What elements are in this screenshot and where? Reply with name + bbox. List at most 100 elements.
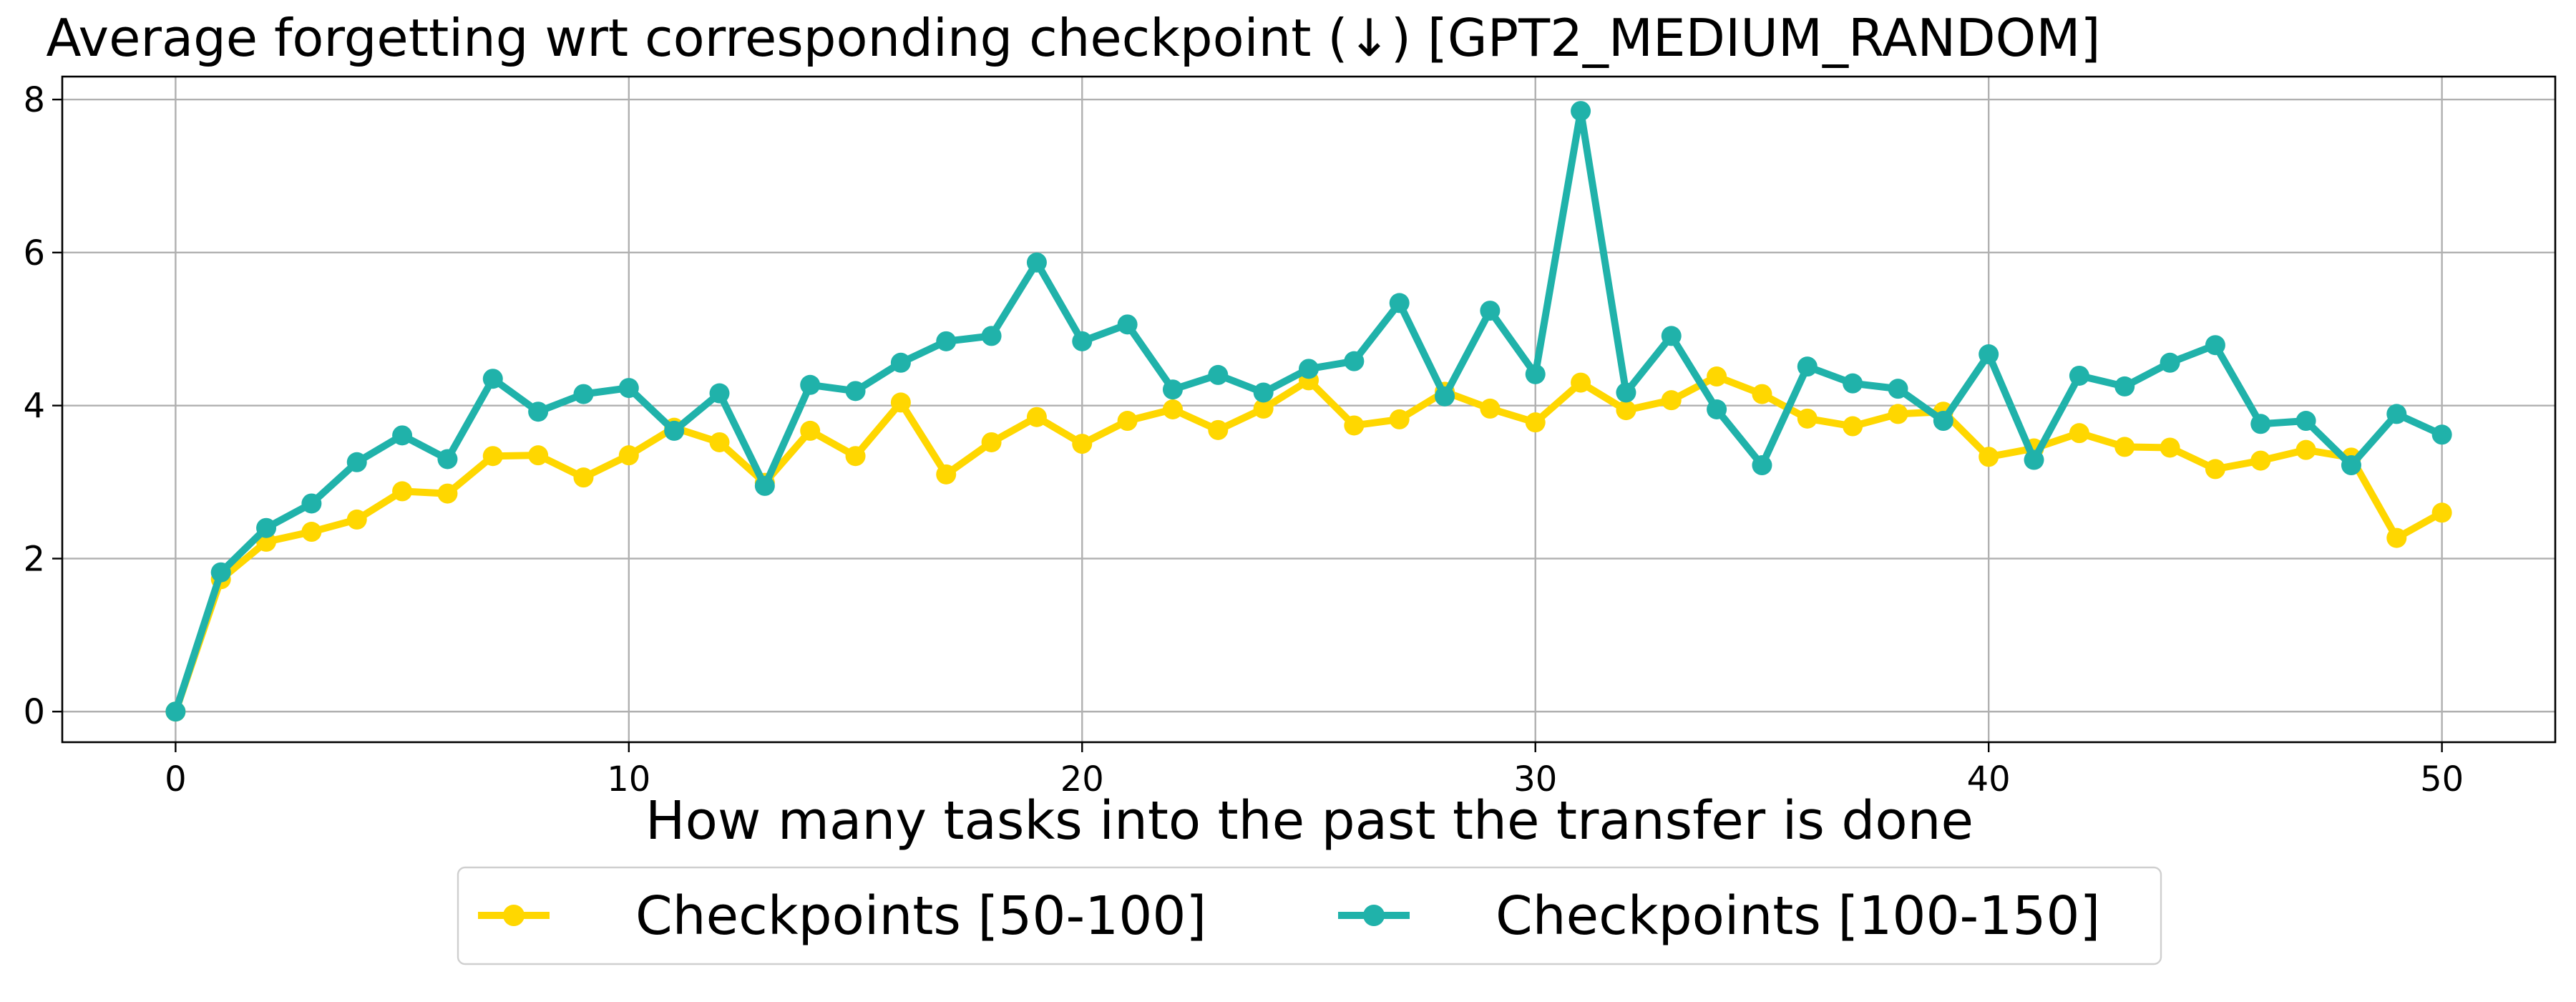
data-point — [1344, 415, 1365, 436]
data-point — [1344, 351, 1365, 371]
legend-label: Checkpoints [50-100] — [635, 885, 1206, 947]
data-point — [2024, 449, 2044, 470]
data-point — [1707, 366, 1727, 387]
x-tick-label: 10 — [607, 759, 650, 799]
data-point — [2205, 459, 2225, 480]
data-point — [1525, 364, 1546, 384]
data-point — [1072, 331, 1093, 351]
data-point — [936, 464, 957, 485]
data-point — [1117, 314, 1138, 335]
legend-marker — [503, 905, 525, 926]
y-tick-label: 8 — [23, 80, 45, 120]
data-point — [2114, 437, 2135, 457]
series-group — [165, 101, 2452, 722]
x-axis-label: How many tasks into the past the transfe… — [645, 790, 1974, 852]
data-point — [618, 378, 639, 399]
data-point — [2250, 450, 2271, 471]
data-point — [1208, 364, 1229, 385]
data-point — [2341, 455, 2361, 476]
data-point — [1026, 252, 1047, 273]
data-point — [1435, 386, 1455, 407]
data-point — [1752, 384, 1772, 404]
data-point — [800, 420, 821, 441]
data-point — [1571, 372, 1591, 393]
data-point — [437, 483, 458, 504]
x-tick-label: 50 — [2420, 759, 2464, 799]
data-point — [1480, 398, 1501, 419]
data-point — [800, 374, 821, 395]
data-point — [482, 369, 503, 389]
data-point — [2386, 527, 2407, 548]
y-tick-label: 6 — [23, 233, 45, 273]
data-point — [1253, 382, 1274, 403]
series-line — [172, 107, 2446, 716]
data-point — [754, 475, 775, 496]
data-point — [256, 517, 277, 538]
data-point — [346, 452, 367, 472]
data-point — [392, 425, 413, 446]
data-point — [2069, 423, 2089, 444]
data-point — [2431, 502, 2452, 523]
data-point — [1797, 356, 1818, 377]
data-point — [981, 326, 1002, 346]
legend-entry: Checkpoints [100-150] — [1338, 885, 2100, 947]
data-point — [1299, 359, 1319, 379]
data-point — [1979, 447, 1999, 467]
data-point — [528, 402, 549, 422]
data-point — [301, 493, 322, 514]
data-point — [2205, 335, 2225, 356]
data-point — [1208, 419, 1229, 440]
data-point — [2296, 411, 2316, 432]
data-point — [890, 392, 911, 413]
data-point — [981, 432, 1002, 452]
data-point — [165, 701, 186, 722]
data-point — [346, 509, 367, 530]
data-point — [1979, 344, 1999, 365]
data-point — [1162, 379, 1183, 400]
y-tick-label: 0 — [23, 692, 45, 732]
data-point — [482, 446, 503, 467]
data-point — [1888, 379, 1908, 399]
data-point — [1162, 399, 1183, 419]
series-1 — [165, 366, 2452, 722]
data-point — [845, 381, 866, 402]
data-point — [392, 481, 413, 502]
data-point — [664, 420, 685, 441]
legend: Checkpoints [50-100] Checkpoints [100-150… — [457, 866, 2162, 965]
data-point — [2431, 424, 2452, 445]
data-point — [1072, 434, 1093, 454]
data-point — [573, 384, 594, 404]
data-point — [1389, 409, 1410, 429]
axis-ticks: 0 10 20 30 40 50 0 2 4 6 8 — [23, 80, 2464, 799]
data-point — [1616, 400, 1636, 421]
x-tick-label: 20 — [1060, 759, 1104, 799]
y-tick-label: 4 — [23, 386, 45, 427]
data-point — [709, 432, 730, 452]
data-point — [890, 352, 911, 373]
legend-label: Checkpoints [100-150] — [1496, 885, 2100, 947]
data-point — [1661, 326, 1682, 346]
x-tick-label: 30 — [1513, 759, 1557, 799]
data-point — [1616, 382, 1636, 403]
data-point — [1707, 399, 1727, 419]
series-line — [172, 373, 2446, 716]
data-point — [1480, 301, 1501, 321]
data-point — [2069, 365, 2089, 386]
data-point — [2114, 376, 2135, 397]
data-point — [2160, 437, 2180, 458]
data-point — [301, 522, 322, 543]
series-2 — [165, 101, 2452, 722]
data-point — [1843, 416, 1863, 437]
x-tick-label: 40 — [1967, 759, 2011, 799]
data-point — [709, 383, 730, 404]
data-point — [2250, 414, 2271, 434]
data-point — [2160, 352, 2180, 373]
data-point — [528, 445, 549, 466]
data-point — [1571, 101, 1591, 122]
data-point — [1117, 411, 1138, 432]
data-point — [2386, 404, 2407, 424]
data-point — [210, 562, 231, 583]
data-point — [1843, 373, 1863, 394]
data-point — [1253, 398, 1274, 419]
